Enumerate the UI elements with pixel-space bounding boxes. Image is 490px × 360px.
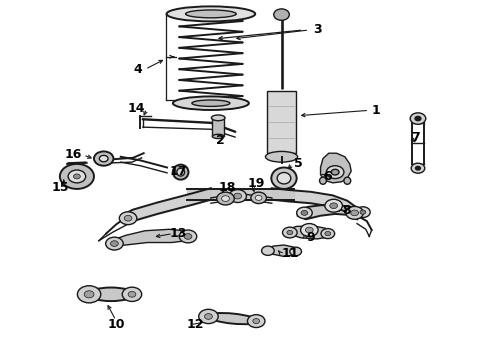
Text: 13: 13: [170, 227, 187, 240]
Text: 12: 12: [187, 318, 204, 331]
Circle shape: [296, 207, 312, 219]
Text: 9: 9: [306, 231, 315, 244]
Circle shape: [234, 193, 242, 199]
Circle shape: [251, 192, 267, 203]
Circle shape: [217, 192, 234, 205]
Text: 15: 15: [51, 181, 69, 194]
Ellipse shape: [192, 100, 230, 107]
Circle shape: [179, 230, 197, 243]
Text: 11: 11: [282, 247, 299, 260]
Polygon shape: [297, 205, 366, 219]
Bar: [212, 118, 224, 136]
Polygon shape: [265, 245, 298, 256]
Text: 6: 6: [323, 170, 332, 183]
Circle shape: [124, 215, 132, 221]
Ellipse shape: [319, 177, 326, 184]
Circle shape: [229, 190, 246, 203]
Circle shape: [60, 164, 94, 189]
Text: 5: 5: [294, 157, 302, 170]
Text: 4: 4: [134, 63, 143, 76]
Circle shape: [290, 247, 301, 256]
Circle shape: [199, 309, 218, 324]
Text: 19: 19: [247, 177, 265, 190]
Circle shape: [325, 231, 331, 236]
Ellipse shape: [177, 168, 185, 176]
Circle shape: [301, 210, 308, 215]
Text: 17: 17: [170, 165, 187, 177]
Ellipse shape: [173, 96, 249, 110]
Ellipse shape: [271, 167, 296, 189]
Circle shape: [410, 113, 426, 124]
Ellipse shape: [186, 10, 236, 18]
Text: 1: 1: [372, 104, 380, 117]
Circle shape: [255, 195, 262, 201]
Circle shape: [305, 227, 313, 233]
Circle shape: [74, 174, 80, 179]
Ellipse shape: [212, 134, 224, 139]
Circle shape: [128, 292, 136, 297]
Circle shape: [68, 170, 86, 183]
Ellipse shape: [167, 6, 255, 21]
Circle shape: [300, 224, 318, 237]
Circle shape: [247, 315, 265, 328]
Ellipse shape: [211, 115, 225, 121]
Circle shape: [94, 152, 114, 166]
Text: 2: 2: [216, 134, 224, 147]
Circle shape: [111, 241, 118, 247]
Polygon shape: [320, 153, 351, 183]
Circle shape: [287, 230, 293, 235]
Circle shape: [415, 116, 421, 121]
Circle shape: [326, 166, 344, 179]
Circle shape: [283, 227, 297, 238]
Text: 10: 10: [107, 318, 124, 331]
Circle shape: [346, 206, 364, 219]
Circle shape: [411, 163, 425, 173]
Circle shape: [221, 196, 229, 202]
Text: 14: 14: [127, 102, 145, 115]
Circle shape: [253, 319, 260, 324]
Circle shape: [204, 314, 212, 319]
Ellipse shape: [266, 152, 297, 162]
Polygon shape: [109, 229, 192, 246]
Text: 7: 7: [411, 131, 419, 144]
Circle shape: [356, 207, 370, 217]
Circle shape: [360, 210, 366, 214]
Ellipse shape: [277, 172, 291, 184]
Circle shape: [325, 199, 343, 212]
Circle shape: [84, 291, 94, 298]
Polygon shape: [267, 91, 296, 153]
Circle shape: [351, 210, 359, 216]
Circle shape: [184, 234, 192, 239]
Ellipse shape: [88, 288, 134, 301]
Ellipse shape: [173, 165, 189, 180]
Text: 18: 18: [218, 181, 236, 194]
Circle shape: [416, 166, 420, 170]
Circle shape: [330, 203, 338, 208]
Text: 16: 16: [64, 148, 82, 162]
Circle shape: [99, 156, 108, 162]
Circle shape: [331, 169, 339, 175]
Circle shape: [262, 246, 274, 255]
Circle shape: [77, 286, 101, 303]
Text: 3: 3: [313, 23, 322, 36]
Text: 8: 8: [343, 204, 351, 217]
Circle shape: [274, 9, 289, 20]
Circle shape: [321, 229, 335, 239]
Polygon shape: [287, 226, 332, 239]
Circle shape: [122, 287, 142, 301]
Circle shape: [119, 212, 137, 225]
Circle shape: [106, 237, 123, 250]
Ellipse shape: [344, 177, 351, 184]
Ellipse shape: [207, 313, 258, 324]
